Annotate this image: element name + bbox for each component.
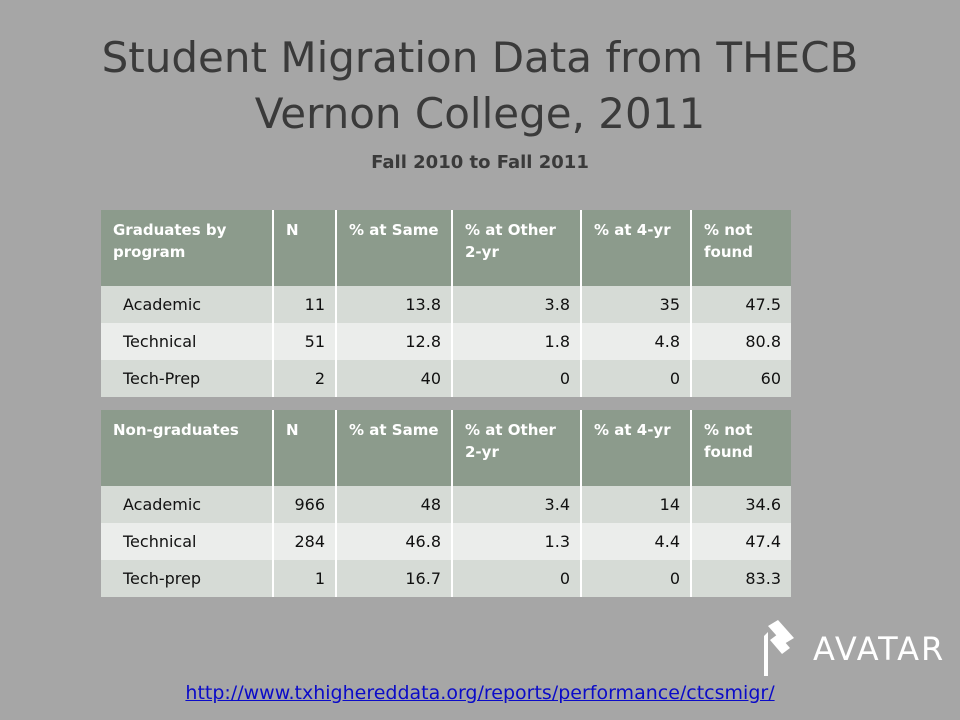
table-cell: 48 (336, 486, 453, 523)
table-cell: Academic (101, 286, 274, 323)
table-cell: 47.4 (691, 523, 791, 560)
slide-title: Student Migration Data from THECB Vernon… (0, 30, 960, 142)
table-cell: 46.8 (336, 523, 453, 560)
header-cell: % at Same (336, 410, 453, 486)
table-cell: 966 (273, 486, 337, 523)
header-cell: N (273, 410, 337, 486)
table-cell: 1 (273, 560, 337, 597)
table-cell: 3.4 (452, 486, 582, 523)
table-cell: Technical (101, 323, 274, 360)
table-cell: 35 (581, 286, 692, 323)
table-cell: 0 (581, 560, 692, 597)
table-row: Academic 966 48 3.4 14 34.6 (101, 486, 791, 523)
header-cell: % at Same (336, 210, 453, 286)
table-cell: 13.8 (336, 286, 453, 323)
header-cell: % not found (691, 410, 791, 486)
table-cell: Tech-Prep (101, 360, 274, 397)
table-cell: 51 (273, 323, 337, 360)
table-cell: Technical (101, 523, 274, 560)
graduates-table: Graduates by program N % at Same % at Ot… (101, 210, 791, 397)
title-line-2: Vernon College, 2011 (254, 89, 706, 138)
header-cell: Non-graduates (101, 410, 274, 486)
table-cell: 4.4 (581, 523, 692, 560)
table-cell: 47.5 (691, 286, 791, 323)
header-cell: N (273, 210, 337, 286)
table-cell: 16.7 (336, 560, 453, 597)
table-cell: 60 (691, 360, 791, 397)
table-cell: 284 (273, 523, 337, 560)
avatar-logo-icon (764, 620, 794, 676)
table-cell: 4.8 (581, 323, 692, 360)
table-cell: 40 (336, 360, 453, 397)
table-cell: 0 (581, 360, 692, 397)
header-cell: % not found (691, 210, 791, 286)
header-cell: % at Other 2-yr (452, 210, 582, 286)
table-cell: 1.8 (452, 323, 582, 360)
table-row: Academic 11 13.8 3.8 35 47.5 (101, 286, 791, 323)
table-cell: 34.6 (691, 486, 791, 523)
table-header-row: Non-graduates N % at Same % at Other 2-y… (101, 410, 791, 486)
header-cell: Graduates by program (101, 210, 274, 286)
table-cell: 80.8 (691, 323, 791, 360)
table-cell: 1.3 (452, 523, 582, 560)
table-row: Tech-prep 1 16.7 0 0 83.3 (101, 560, 791, 597)
header-cell: % at 4-yr (581, 410, 692, 486)
table-cell: 12.8 (336, 323, 453, 360)
table-cell: 11 (273, 286, 337, 323)
table-row: Technical 51 12.8 1.8 4.8 80.8 (101, 323, 791, 360)
title-line-1: Student Migration Data from THECB (101, 33, 859, 82)
source-link[interactable]: http://www.txhighereddata.org/reports/pe… (185, 682, 775, 704)
table-cell: 14 (581, 486, 692, 523)
header-cell: % at 4-yr (581, 210, 692, 286)
table-header-row: Graduates by program N % at Same % at Ot… (101, 210, 791, 286)
table-cell: 0 (452, 560, 582, 597)
table-cell: 83.3 (691, 560, 791, 597)
table-cell: 0 (452, 360, 582, 397)
table-cell: Academic (101, 486, 274, 523)
table-row: Technical 284 46.8 1.3 4.4 47.4 (101, 523, 791, 560)
header-cell: % at Other 2-yr (452, 410, 582, 486)
table-cell: 3.8 (452, 286, 582, 323)
table-row: Tech-Prep 2 40 0 0 60 (101, 360, 791, 397)
table-cell: Tech-prep (101, 560, 274, 597)
slide-subtitle: Fall 2010 to Fall 2011 (371, 152, 589, 173)
non-graduates-table: Non-graduates N % at Same % at Other 2-y… (101, 410, 791, 597)
logo-text: AVATAR (813, 630, 946, 668)
table-cell: 2 (273, 360, 337, 397)
